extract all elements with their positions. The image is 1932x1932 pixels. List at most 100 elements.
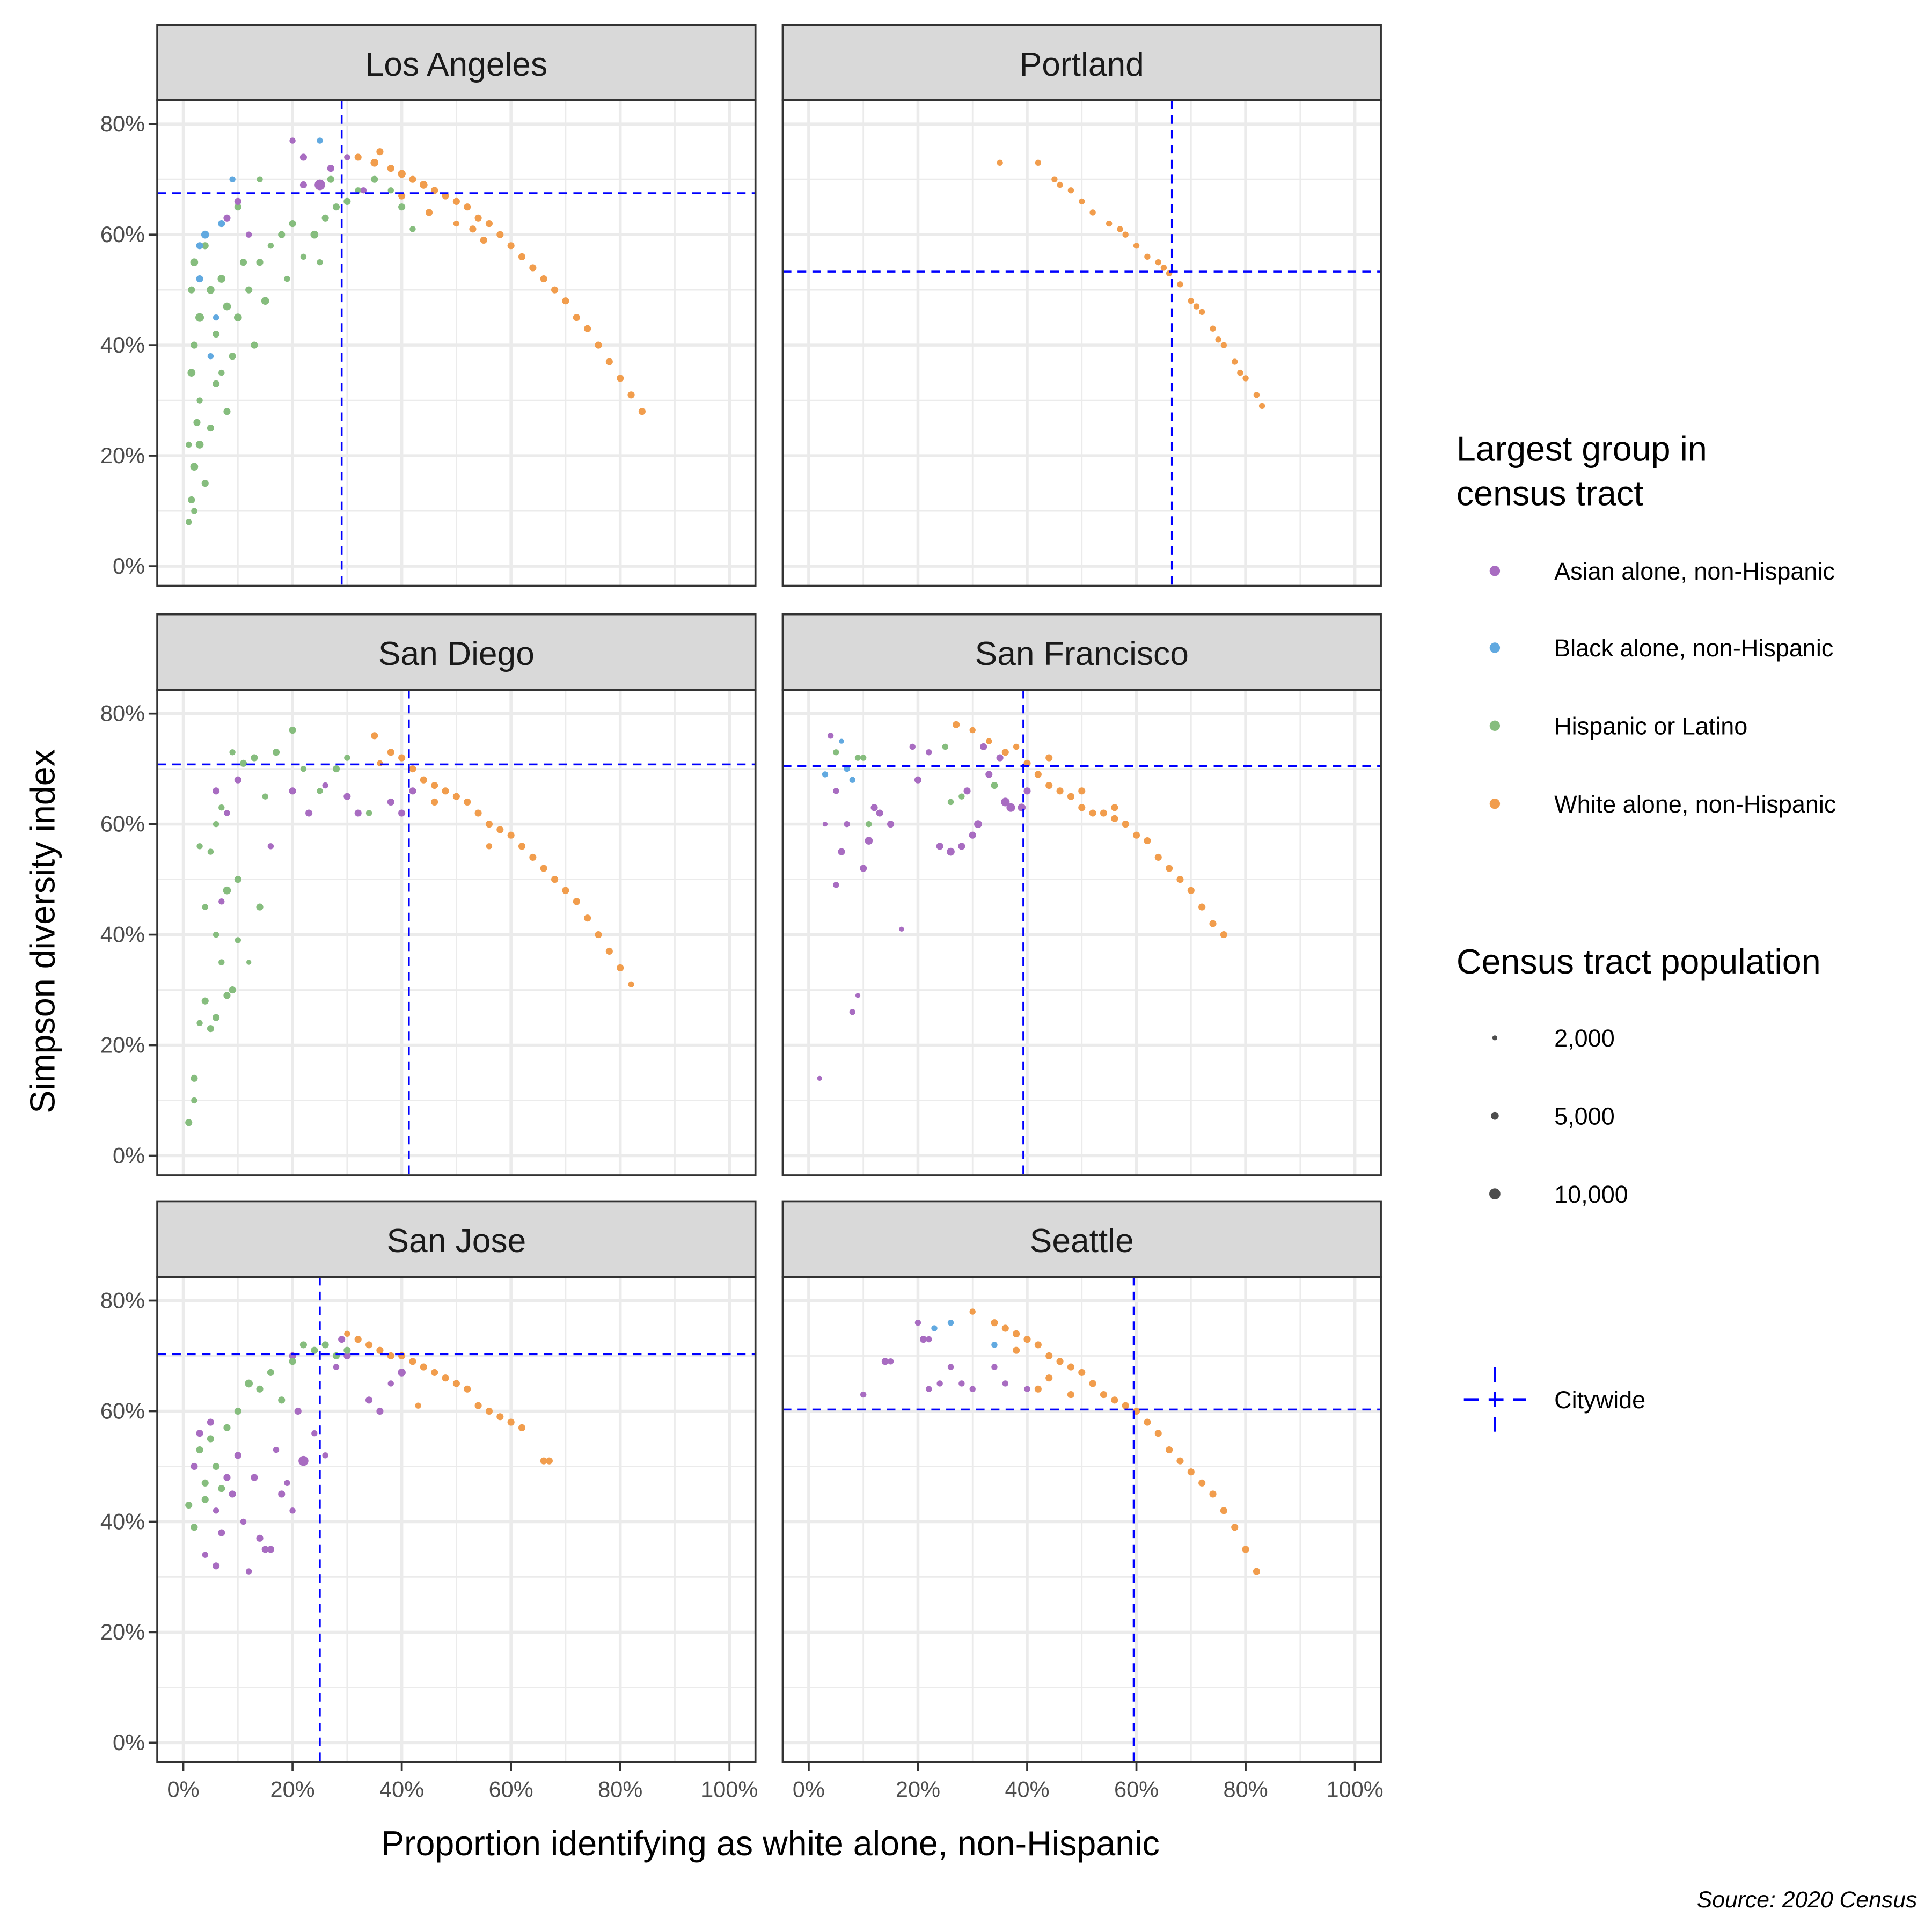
data-point-A <box>224 810 230 816</box>
data-point-W <box>431 187 438 194</box>
data-point-A <box>1001 797 1010 807</box>
data-point-W <box>1106 220 1113 227</box>
x-tick-label: 100% <box>1327 1776 1384 1802</box>
data-point-W <box>453 220 460 227</box>
data-point-A <box>947 1364 954 1370</box>
data-point-W <box>1067 187 1074 194</box>
data-point-W <box>419 181 428 189</box>
data-point-W <box>1051 176 1058 182</box>
data-point-W <box>1187 887 1195 894</box>
data-point-H <box>311 1346 318 1354</box>
color-legend-title-line2: census tract <box>1457 474 1643 513</box>
data-point-H <box>201 480 209 487</box>
data-point-W <box>1111 815 1118 822</box>
data-point-W <box>1034 771 1042 778</box>
data-point-W <box>1013 1346 1020 1354</box>
data-point-B <box>931 1325 938 1331</box>
data-point-H <box>213 821 219 828</box>
data-point-H <box>223 1424 231 1431</box>
x-tick-label: 20% <box>270 1776 315 1802</box>
data-point-W <box>1034 1341 1042 1349</box>
data-point-A <box>876 809 883 817</box>
data-point-W <box>1237 369 1243 376</box>
data-point-B <box>844 765 850 772</box>
y-tick-label: 80% <box>100 111 145 136</box>
data-point-H <box>256 1385 264 1393</box>
data-point-H <box>234 876 241 883</box>
data-point-W <box>1056 1358 1064 1365</box>
data-point-W <box>545 1457 553 1465</box>
data-point-A <box>860 1391 867 1398</box>
data-point-A <box>338 1336 346 1343</box>
data-point-H <box>196 397 203 404</box>
data-point-A <box>298 1455 309 1466</box>
data-point-H <box>191 1524 198 1531</box>
data-point-A <box>926 749 932 756</box>
data-point-W <box>1078 1368 1086 1376</box>
x-tick-label: 60% <box>489 1776 533 1802</box>
panel-border <box>781 1276 1382 1763</box>
data-point-W <box>474 809 482 817</box>
data-point-H <box>207 286 215 294</box>
data-point-W <box>1220 1507 1227 1514</box>
data-point-W <box>1258 402 1265 409</box>
data-point-H <box>234 203 241 211</box>
data-point-H <box>201 1496 209 1503</box>
data-point-A <box>996 754 1004 762</box>
x-tick-label: 40% <box>379 1776 424 1802</box>
data-point-A <box>1018 803 1026 812</box>
data-point-W <box>420 1363 427 1371</box>
data-point-H <box>289 220 296 228</box>
data-point-W <box>1089 209 1096 216</box>
data-point-W <box>1100 1391 1108 1399</box>
facet-strip <box>781 1200 1382 1278</box>
data-point-H <box>213 330 220 338</box>
data-point-H <box>262 793 268 800</box>
data-point-W <box>1122 1402 1129 1409</box>
data-point-A <box>213 1507 219 1514</box>
legend-label: White alone, non-Hispanic <box>1554 791 1836 818</box>
y-tick-label: 20% <box>100 443 145 468</box>
data-point-A <box>914 776 922 784</box>
data-point-W <box>1078 787 1086 795</box>
data-point-W <box>529 264 537 272</box>
data-point-W <box>1023 1336 1031 1343</box>
data-point-H <box>191 1097 197 1104</box>
data-point-W <box>387 165 394 172</box>
data-point-A <box>926 1336 932 1343</box>
data-point-H <box>860 755 867 761</box>
legend: Largest group in census tract Asian alon… <box>1457 429 1836 1437</box>
data-point-B <box>229 176 236 182</box>
data-point-A <box>909 743 916 750</box>
data-point-W <box>1023 759 1031 767</box>
data-point-H <box>299 1341 307 1349</box>
data-point-W <box>480 236 487 244</box>
data-point-B <box>213 314 219 321</box>
data-point-A <box>870 804 878 811</box>
data-point-H <box>223 302 231 311</box>
data-point-H <box>195 313 204 322</box>
data-point-A <box>284 1480 290 1487</box>
data-point-W <box>1056 787 1064 795</box>
data-point-A <box>936 1380 943 1387</box>
facet-title: Los Angeles <box>365 46 547 83</box>
data-point-A <box>387 1380 394 1387</box>
data-point-W <box>617 964 624 971</box>
data-point-W <box>627 391 635 399</box>
panel-border <box>781 689 1382 1176</box>
data-point-A <box>980 743 987 751</box>
data-point-A <box>963 787 971 795</box>
data-point-W <box>1067 1391 1074 1399</box>
data-point-A <box>251 1474 258 1481</box>
data-point-W <box>605 947 613 955</box>
data-point-A <box>865 837 873 845</box>
y-tick-label: 60% <box>100 1398 145 1423</box>
data-point-W <box>1089 809 1096 817</box>
data-point-H <box>278 231 286 238</box>
data-point-W <box>1155 259 1161 266</box>
data-point-A <box>314 179 325 191</box>
data-point-B <box>218 220 225 228</box>
data-point-W <box>551 286 559 294</box>
data-point-B <box>196 242 203 250</box>
data-point-A <box>207 1418 214 1426</box>
